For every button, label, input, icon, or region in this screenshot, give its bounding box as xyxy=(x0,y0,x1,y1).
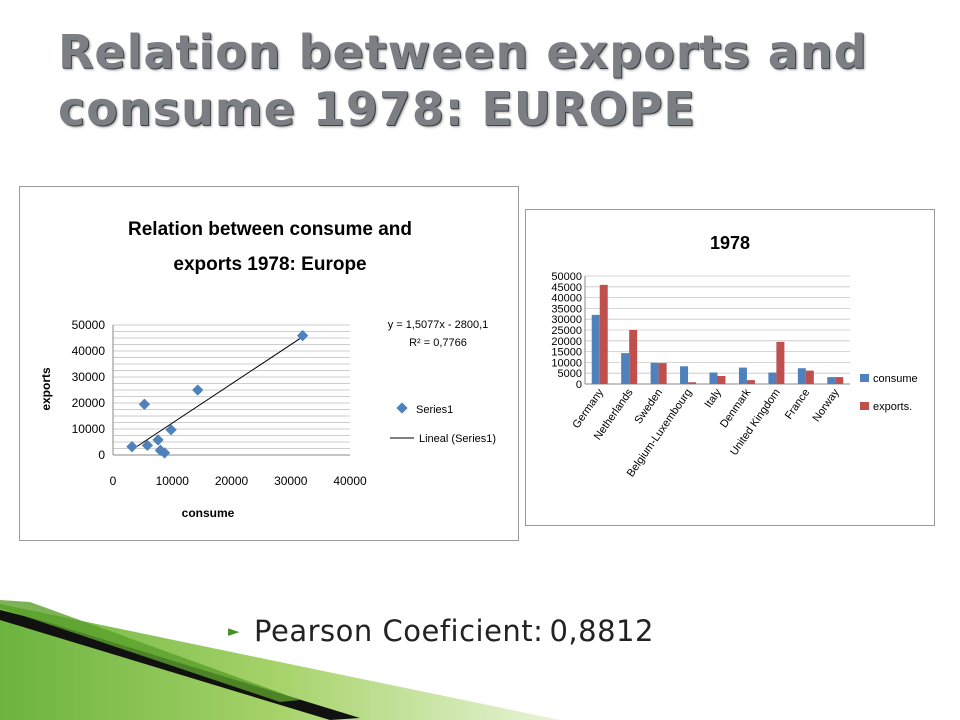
scatter-x-tick-label: 10000 xyxy=(156,474,190,488)
scatter-chart-panel: Relation between consume and exports 197… xyxy=(19,186,519,541)
bar-exports xyxy=(835,377,844,384)
scatter-point xyxy=(165,424,177,436)
bar-y-tick-label: 50000 xyxy=(551,271,582,283)
legend-exports-swatch xyxy=(860,402,869,410)
bar-exports xyxy=(629,330,638,384)
bar-exports xyxy=(658,363,667,384)
bar-exports xyxy=(717,376,726,384)
bar-chart-title: 1978 xyxy=(710,233,750,253)
legend-consume-label: consume xyxy=(873,373,918,385)
scatter-point xyxy=(296,330,309,342)
scatter-y-tick-label: 40000 xyxy=(72,344,106,358)
bar-category-label: France xyxy=(783,387,812,422)
scatter-y-axis-label: exports xyxy=(39,367,53,411)
scatter-point xyxy=(141,439,154,452)
bar-exports xyxy=(688,382,697,384)
scatter-x-tick-label: 30000 xyxy=(274,474,308,488)
scatter-x-tick-label: 0 xyxy=(110,474,117,488)
legend-series1-marker xyxy=(396,402,408,414)
bar-y-tick-label: 10000 xyxy=(551,357,582,369)
bar-consume xyxy=(621,353,630,384)
bar-exports xyxy=(599,284,608,384)
scatter-y-tick-label: 50000 xyxy=(72,318,106,332)
bar-y-tick-label: 20000 xyxy=(551,336,582,348)
scatter-x-tick-label: 20000 xyxy=(215,474,249,488)
bar-chart: 1978 consume exports. 050001000015000200… xyxy=(551,233,918,479)
scatter-title-line2: exports 1978: Europe xyxy=(173,254,366,275)
bar-y-tick-label: 15000 xyxy=(551,347,582,359)
bar-consume xyxy=(797,368,806,384)
bar-category-label: Italy xyxy=(703,386,725,410)
bar-consume xyxy=(738,367,747,384)
bar-category-label: Norway xyxy=(811,386,843,424)
pearson-value: 0,8812 xyxy=(549,614,654,648)
legend-exports-label: exports. xyxy=(873,401,912,413)
scatter-x-axis-label: consume xyxy=(182,506,235,520)
slide-title-line2: consume 1978: EUROPE xyxy=(58,82,696,136)
pearson-bullet: ► Pearson Coeficient: 0,8812 xyxy=(228,614,654,648)
scatter-point xyxy=(192,384,204,396)
bar-y-tick-label: 40000 xyxy=(551,293,582,305)
pearson-label: Pearson Coeficient: xyxy=(254,614,544,648)
slide-title: Relation between exports and consume 197… xyxy=(58,24,938,138)
green-swoosh xyxy=(0,604,560,720)
scatter-y-tick-label: 0 xyxy=(98,448,105,462)
bar-y-tick-label: 5000 xyxy=(558,368,582,380)
scatter-y-tick-label: 30000 xyxy=(72,370,106,384)
bar-consume xyxy=(709,372,718,384)
trendline-r-squared: R² = 0,7766 xyxy=(409,337,467,349)
trendline-equation: y = 1,5077x - 2800,1 xyxy=(388,319,489,331)
scatter-y-tick-label: 20000 xyxy=(72,396,106,410)
bar-y-tick-label: 25000 xyxy=(551,325,582,337)
scatter-chart: Relation between consume and exports 197… xyxy=(39,219,496,520)
bar-exports xyxy=(776,341,785,384)
bar-consume xyxy=(650,362,659,384)
bar-exports xyxy=(805,370,814,384)
scatter-point xyxy=(138,398,151,410)
legend-trendline-label: Lineal (Series1) xyxy=(419,433,496,445)
bar-consume xyxy=(591,314,600,384)
scatter-title-line1: Relation between consume and xyxy=(128,219,412,240)
bar-exports xyxy=(746,380,755,384)
bar-consume xyxy=(680,366,689,384)
legend-series1-label: Series1 xyxy=(416,404,453,416)
scatter-y-tick-label: 10000 xyxy=(72,422,106,436)
legend-consume-swatch xyxy=(860,374,869,382)
bar-chart-panel: 1978 consume exports. 0 5000 10000 15000 200… xyxy=(525,209,935,526)
scatter-x-tick-label: 40000 xyxy=(333,474,367,488)
bar-y-tick-label: 30000 xyxy=(551,314,582,326)
scatter-point xyxy=(152,434,164,446)
scatter-point xyxy=(158,447,171,459)
scatter-point xyxy=(126,441,138,453)
trendline xyxy=(131,336,303,451)
bar-consume xyxy=(827,377,836,384)
scatter-plot-area: 0 10000 20000 30000 40000 50000 0 10000 20000 300… xyxy=(72,318,367,488)
green-stripe xyxy=(0,600,300,702)
bar-consume xyxy=(768,372,777,384)
slide-title-line1: Relation between exports and xyxy=(58,25,868,79)
bar-y-tick-label: 45000 xyxy=(551,282,582,294)
bar-y-tick-label: 35000 xyxy=(551,303,582,315)
decorative-swoosh xyxy=(0,600,560,720)
bullet-arrow-icon: ► xyxy=(228,622,241,640)
bar-plot-area: 0500010000150002000025000300003500040000… xyxy=(551,271,850,479)
bar-y-tick-label: 0 xyxy=(576,379,582,391)
